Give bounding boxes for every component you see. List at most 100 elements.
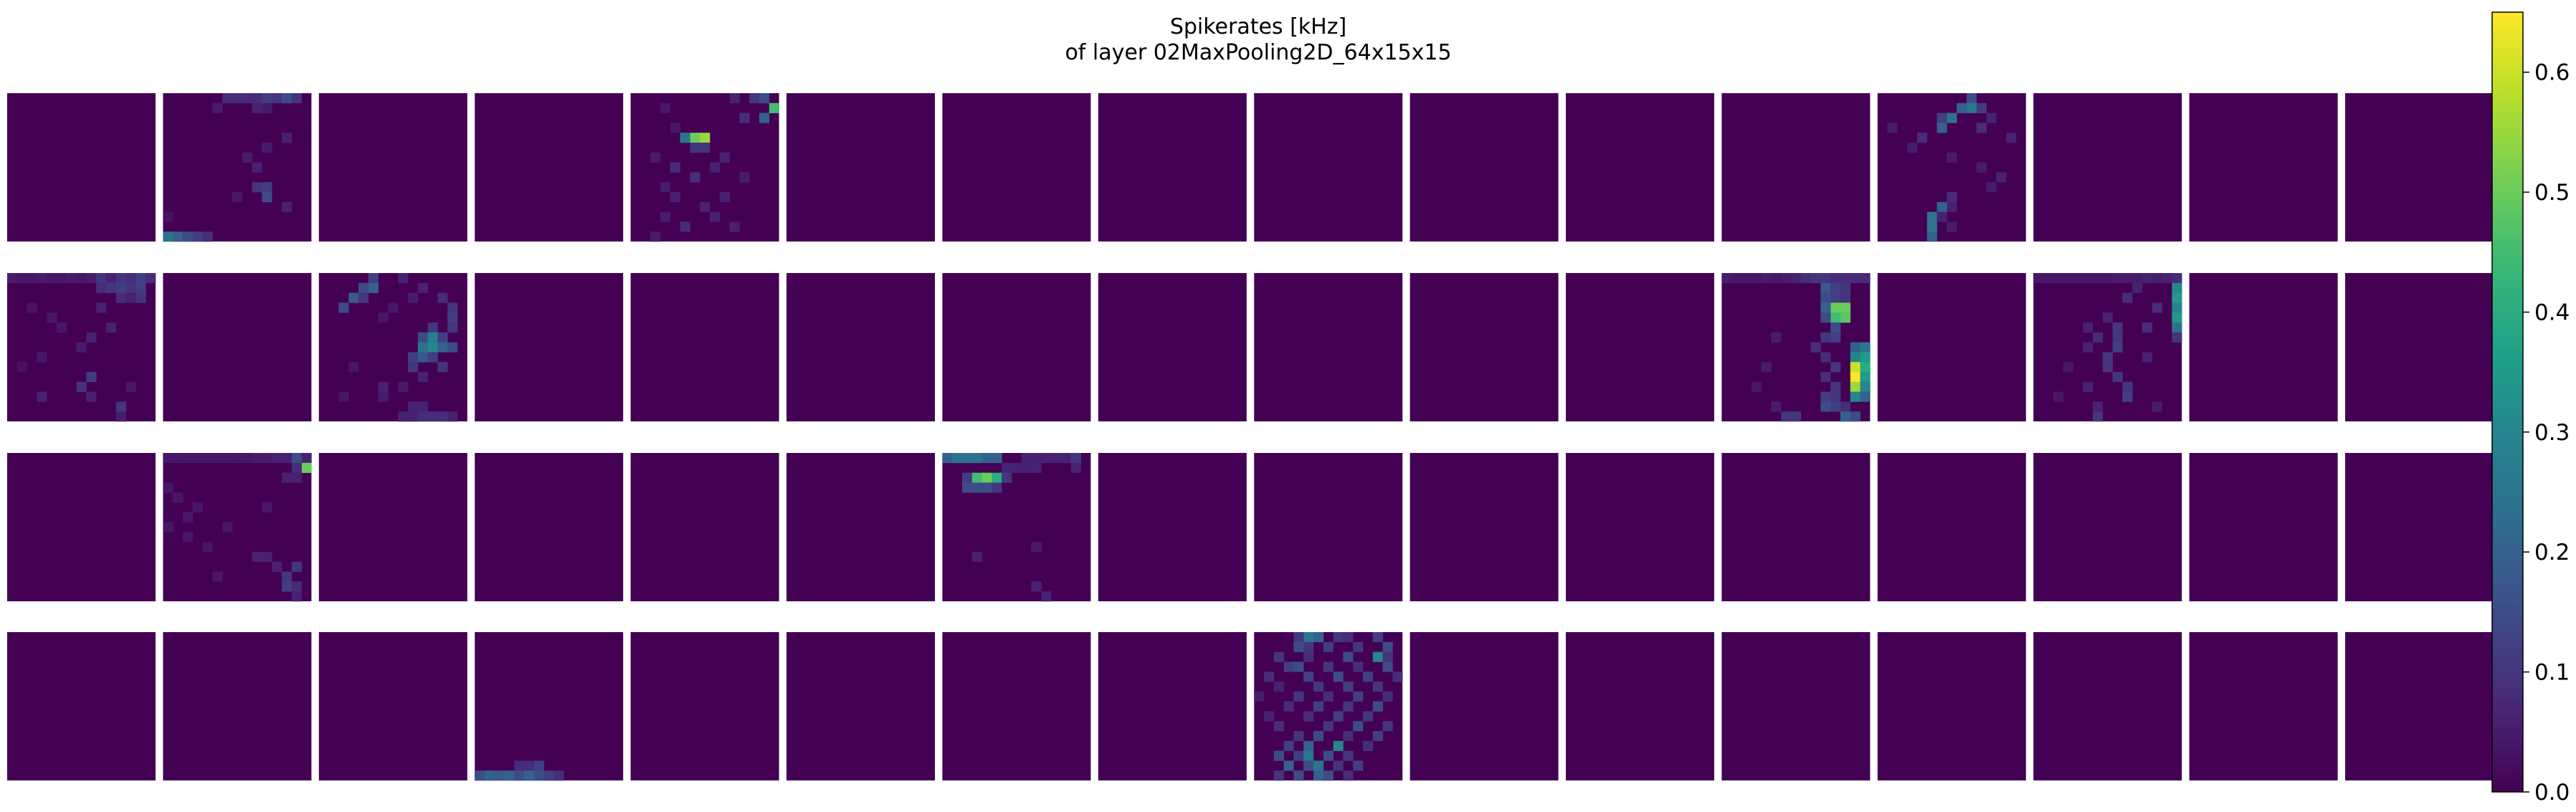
- heatmap-cell: [2112, 372, 2123, 383]
- heatmap-cell: [1353, 691, 1364, 702]
- heatmap-cell: [427, 332, 438, 343]
- heatmap-cell: [1850, 342, 1860, 353]
- feature-map-r0-c9: [1410, 93, 1559, 242]
- heatmap-cell: [27, 302, 37, 313]
- heatmap-cell: [1830, 391, 1841, 402]
- heatmap-cell: [992, 482, 1002, 493]
- heatmap-cell: [1751, 381, 1762, 392]
- heatmap-cell: [553, 770, 564, 781]
- heatmap-cell: [378, 312, 389, 323]
- feature-map-background: [2189, 273, 2338, 421]
- heatmap-cell: [262, 502, 272, 513]
- heatmap-cell: [504, 770, 515, 781]
- heatmap-cell: [690, 143, 700, 153]
- heatmap-cell: [982, 472, 992, 483]
- heatmap-cell: [1382, 661, 1393, 672]
- heatmap-cell: [1830, 302, 1841, 313]
- feature-map-r2-c5: [786, 453, 935, 601]
- heatmap-cell: [408, 352, 419, 363]
- colorbar: 0.0 0.1 0.2 0.3 0.4 0.5 0.6: [2491, 11, 2570, 806]
- heatmap-cell: [1907, 143, 1918, 153]
- heatmap-cell: [1333, 740, 1344, 751]
- heatmap-cell: [1781, 273, 1792, 284]
- feature-map-background: [7, 632, 156, 780]
- heatmap-cell: [262, 192, 272, 203]
- feature-map-r3-c13: [2033, 632, 2182, 780]
- heatmap-cell: [1926, 231, 1937, 242]
- heatmap-cell: [272, 453, 282, 464]
- heatmap-cell: [301, 462, 312, 473]
- feature-map-background: [786, 273, 935, 421]
- heatmap-cell: [2152, 273, 2162, 284]
- heatmap-cell: [514, 770, 525, 781]
- feature-map-r2-c15: [2345, 453, 2494, 601]
- feature-map-r2-c0: [7, 453, 156, 601]
- feature-map-r1-c7: [1098, 273, 1247, 421]
- heatmap-cell: [1333, 672, 1344, 682]
- heatmap-cell: [971, 482, 982, 493]
- heatmap-cell: [1986, 182, 1997, 193]
- heatmap-cell: [1323, 750, 1334, 761]
- heatmap-cell: [1810, 273, 1821, 284]
- feature-map-r0-c7: [1098, 93, 1247, 242]
- heatmap-cell: [1860, 352, 1871, 363]
- heatmap-cell: [1947, 221, 1957, 232]
- heatmap-cell: [437, 411, 448, 422]
- feature-map-r2-c14: [2189, 453, 2338, 601]
- heatmap-cell: [1353, 721, 1364, 732]
- feature-map-background: [1254, 273, 1403, 421]
- heatmap-cell: [1382, 651, 1393, 662]
- heatmap-cell: [262, 182, 272, 193]
- feature-map-background: [318, 93, 467, 242]
- feature-map-background: [1566, 273, 1714, 421]
- heatmap-cell: [1926, 211, 1937, 222]
- heatmap-cell: [1986, 113, 1997, 123]
- heatmap-cell: [1293, 661, 1304, 672]
- heatmap-cell: [2102, 312, 2113, 323]
- heatmap-cell: [1820, 273, 1831, 284]
- heatmap-cell: [252, 102, 262, 113]
- heatmap-cell: [1343, 750, 1354, 761]
- heatmap-cell: [2172, 273, 2182, 284]
- heatmap-cell: [1731, 273, 1742, 284]
- heatmap-cell: [183, 532, 194, 543]
- heatmap-cell: [1012, 462, 1022, 473]
- heatmap-cell: [262, 93, 272, 104]
- feature-map-background: [2345, 453, 2494, 601]
- heatmap-cell: [1850, 362, 1860, 373]
- heatmap-cell: [670, 192, 680, 203]
- heatmap-cell: [1840, 312, 1851, 323]
- heatmap-cell: [417, 352, 428, 363]
- heatmap-cell: [982, 482, 992, 493]
- feature-map-r2-c2: [318, 453, 467, 601]
- heatmap-cell: [222, 522, 233, 532]
- heatmap-cell: [1031, 453, 1042, 464]
- feature-map-r1-c14: [2189, 273, 2338, 421]
- heatmap-cell: [1820, 352, 1831, 363]
- heatmap-cell: [37, 273, 47, 284]
- heatmap-cell: [1303, 632, 1314, 643]
- heatmap-cell: [1293, 691, 1304, 702]
- heatmap-cell: [1741, 273, 1752, 284]
- heatmap-cell: [1820, 401, 1831, 412]
- heatmap-cell: [408, 411, 419, 422]
- heatmap-cell: [1850, 352, 1860, 363]
- heatmap-cell: [1363, 711, 1374, 722]
- feature-map-background: [630, 632, 779, 780]
- feature-map-background: [1410, 273, 1559, 421]
- heatmap-cell: [115, 292, 126, 303]
- heatmap-cell: [115, 401, 126, 412]
- heatmap-cell: [417, 342, 428, 353]
- heatmap-cell: [1061, 453, 1072, 464]
- heatmap-cell: [358, 292, 369, 303]
- feature-map-background: [2033, 632, 2182, 780]
- heatmap-cell: [700, 201, 710, 212]
- heatmap-cell: [2172, 332, 2182, 343]
- feature-map-r1-c0: [7, 273, 156, 422]
- feature-map-r3-c12: [1877, 632, 2026, 780]
- feature-map-r3-c10: [1566, 632, 1714, 780]
- feature-map-background: [163, 273, 312, 421]
- heatmap-cell: [368, 273, 379, 284]
- heatmap-cell: [2122, 292, 2133, 303]
- heatmap-cell: [1353, 641, 1364, 652]
